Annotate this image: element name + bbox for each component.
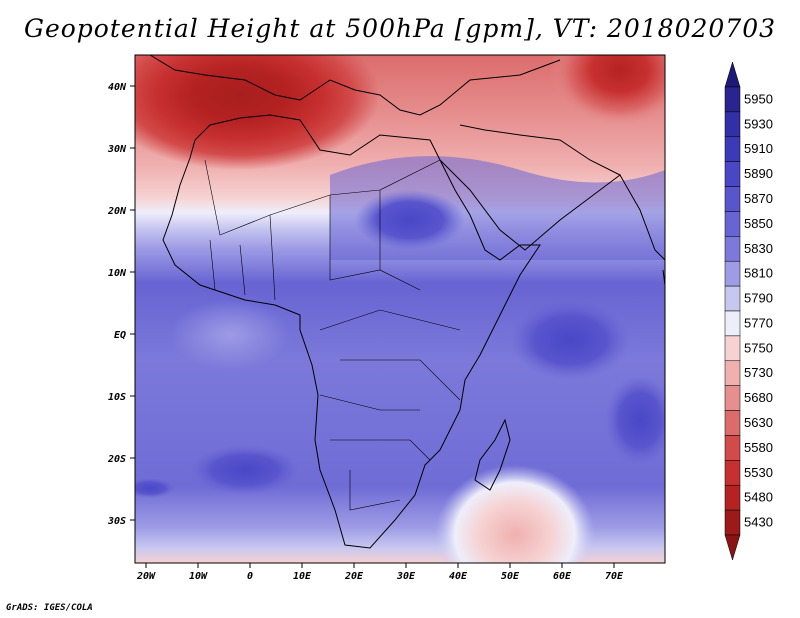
colorbar-label: 5630: [744, 415, 773, 430]
colorbar-swatch: [724, 435, 741, 461]
europe-coastline: [149, 55, 561, 116]
lon-label: 10E: [293, 571, 312, 582]
height-field: [135, 55, 665, 563]
colorbar-swatch: [724, 136, 741, 162]
colorbar: 5950 5930 5910 5890 5870 5850 5830 5810 5790 5770…: [724, 61, 773, 561]
lat-label: 20N: [107, 206, 127, 217]
colorbar-swatch: [724, 360, 741, 386]
colorbar-label: 5430: [744, 515, 773, 530]
colorbar-label: 5910: [744, 141, 773, 156]
country-borders: [204, 159, 461, 511]
lon-label: 70E: [605, 571, 624, 582]
lon-label: 20E: [344, 571, 364, 582]
india-coastline: [619, 174, 665, 261]
lon-label: 40E: [449, 571, 468, 582]
lon-label: 10W: [189, 571, 208, 582]
colorbar-swatch: [724, 310, 741, 337]
colorbar-swatch: [724, 260, 741, 287]
colorbar-arrow-bottom: [724, 534, 741, 561]
lon-label: 20W: [136, 571, 156, 582]
colorbar-label: 5730: [744, 365, 773, 380]
colorbar-swatch: [724, 161, 741, 187]
colorbar-swatch: [724, 484, 741, 511]
lon-axis: 20W 10W 0 10E 20E 30E 40E 50E 60E 70E: [136, 563, 624, 582]
colorbar-swatch: [724, 509, 741, 536]
colorbar-label: 5680: [744, 390, 773, 405]
colorbar-swatch: [724, 211, 741, 237]
colorbar-label: 5870: [744, 191, 773, 206]
colorbar-label: 5770: [744, 315, 773, 330]
lat-label: EQ: [114, 330, 126, 341]
colorbar-swatch: [724, 111, 741, 138]
lat-axis: 40N 30N 20N 10N EQ 10S 20S 30S: [107, 82, 135, 527]
africa-coastline: [162, 114, 541, 549]
colorbar-label: 5830: [744, 241, 773, 256]
colorbar-swatch: [724, 285, 741, 312]
colorbar-label: 5930: [744, 116, 773, 131]
colorbar-label: 5750: [744, 340, 773, 355]
map-title: Geopotential Height at 500hPa [gpm], VT:…: [23, 14, 777, 43]
colorbar-label: 5790: [744, 291, 773, 306]
lon-label: 0: [247, 571, 253, 582]
colorbar-swatch: [724, 335, 741, 362]
colorbar-label: 5480: [744, 490, 773, 505]
lon-label: 60E: [553, 571, 572, 582]
lat-label: 10N: [108, 268, 127, 279]
madagascar-coastline: [474, 418, 511, 491]
colorbar-label: 5580: [744, 440, 773, 455]
colorbar-swatch: [724, 86, 741, 113]
colorbar-label: 5890: [744, 166, 773, 181]
colorbar-swatch: [724, 460, 741, 486]
arabia-coastline: [439, 124, 621, 251]
colorbar-swatch: [724, 410, 741, 436]
colorbar-swatch: [724, 186, 741, 212]
colorbar-label: 5950: [744, 91, 773, 106]
colorbar-arrow-top: [724, 61, 741, 88]
colorbar-label: 5530: [744, 465, 773, 480]
lon-label: 30E: [396, 571, 416, 582]
lat-label: 20S: [107, 454, 126, 465]
lon-label: 50E: [501, 571, 520, 582]
colorbar-swatch: [724, 236, 741, 262]
lat-label: 40N: [108, 82, 127, 93]
colorbar-label: 5810: [744, 266, 773, 281]
lat-label: 10S: [108, 392, 126, 403]
lat-label: 30N: [107, 144, 127, 155]
colorbar-swatch: [724, 385, 741, 411]
colorbar-label: 5850: [744, 216, 773, 231]
grads-credit: GrADS: IGES/COLA: [6, 603, 93, 613]
plot-frame: [134, 54, 666, 564]
lat-label: 30S: [107, 516, 126, 527]
